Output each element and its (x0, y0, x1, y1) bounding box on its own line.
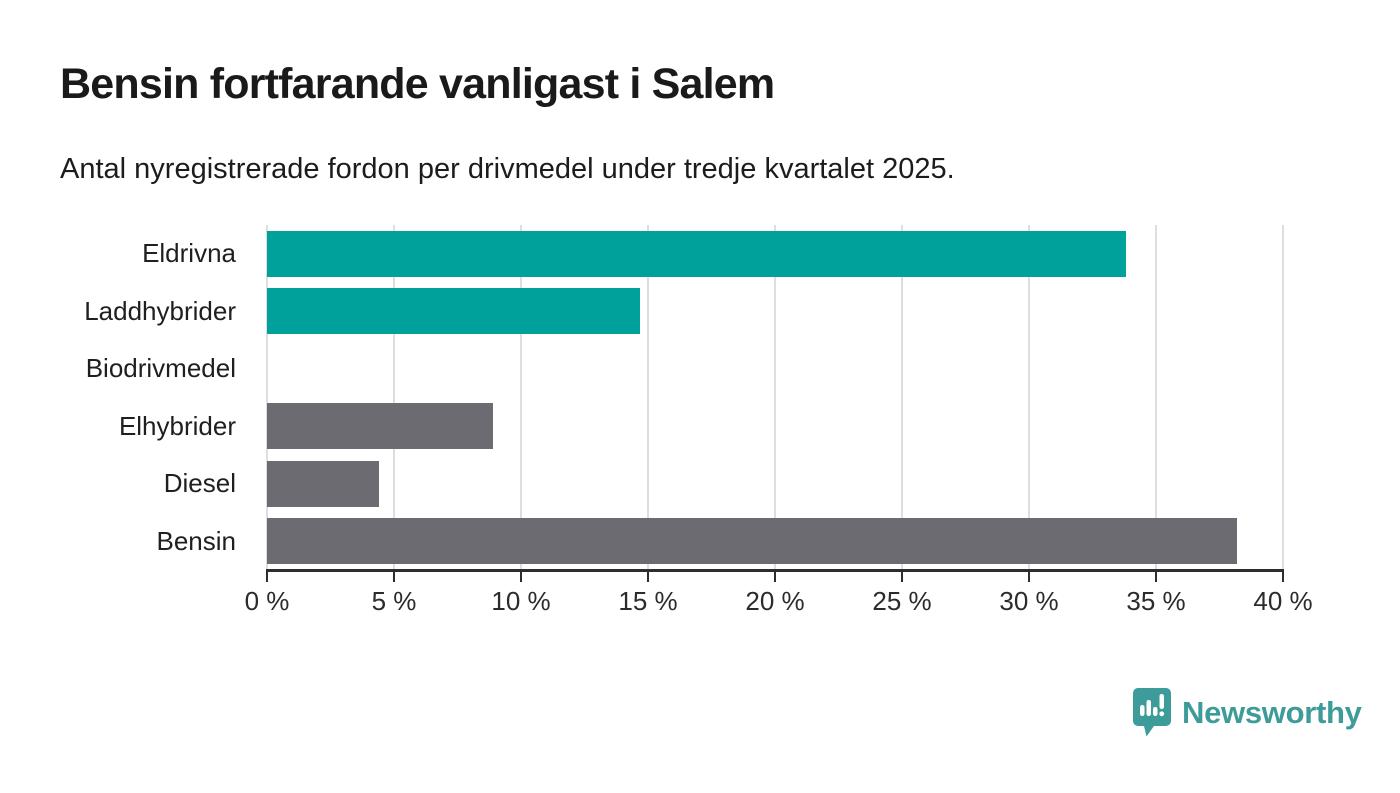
category-label-diesel: Diesel (163, 468, 236, 499)
bar-laddhybrider (267, 288, 641, 335)
x-axis-tick-label: 25 % (872, 586, 932, 616)
gridline (1155, 225, 1157, 570)
plot-area (266, 225, 1284, 570)
category-labels: Eldrivna Laddhybrider Biodrivmedel Elhybrid… (0, 225, 252, 570)
bar-eldrivna (267, 230, 1126, 277)
x-axis-tick-label: 5 % (371, 586, 417, 616)
gridline (393, 225, 395, 570)
x-axis-tick (647, 572, 649, 582)
category-label-biodrivmedel: Biodrivmedel (85, 353, 236, 384)
bar-elhybrider (267, 403, 494, 450)
newsworthy-logo-icon (1132, 687, 1172, 739)
x-axis-tick-label: 30 % (999, 586, 1059, 616)
newsworthy-brand: Newsworthy (1132, 687, 1362, 739)
bar-bensin (267, 518, 1238, 565)
bar-diesel (267, 460, 379, 507)
x-axis-tick (393, 572, 395, 582)
category-label-eldrivna: Eldrivna (142, 238, 236, 269)
x-axis-tick-label: 35 % (1126, 586, 1186, 616)
gridline (266, 225, 268, 570)
category-label-bensin: Bensin (156, 525, 237, 556)
category-label-laddhybrider: Laddhybrider (84, 295, 236, 326)
chart-title: Bensin fortfarande vanligast i Salem (60, 60, 775, 108)
x-axis-tick-label: 15 % (618, 586, 678, 616)
x-axis-tick (1155, 572, 1157, 582)
x-axis-tick-label: 20 % (745, 586, 805, 616)
gridline (774, 225, 776, 570)
gridline (901, 225, 903, 570)
x-axis-tick (1282, 572, 1284, 582)
x-axis-tick (1028, 572, 1030, 582)
x-axis-line (266, 569, 1284, 572)
gridline (1282, 225, 1284, 570)
x-axis-tick (901, 572, 903, 582)
x-axis-tick-label: 10 % (491, 586, 551, 616)
x-axis-tick-label: 40 % (1253, 586, 1313, 616)
newsworthy-brand-text: Newsworthy (1182, 695, 1362, 730)
chart-subtitle: Antal nyregistrerade fordon per drivmede… (60, 153, 955, 185)
category-label-elhybrider: Elhybrider (118, 410, 236, 441)
gridline (647, 225, 649, 570)
x-axis-tick-label: 0 % (244, 586, 290, 616)
x-axis-tick (774, 572, 776, 582)
gridline (520, 225, 522, 570)
gridline (1028, 225, 1030, 570)
x-axis-tick (520, 572, 522, 582)
x-axis-tick (266, 572, 268, 582)
